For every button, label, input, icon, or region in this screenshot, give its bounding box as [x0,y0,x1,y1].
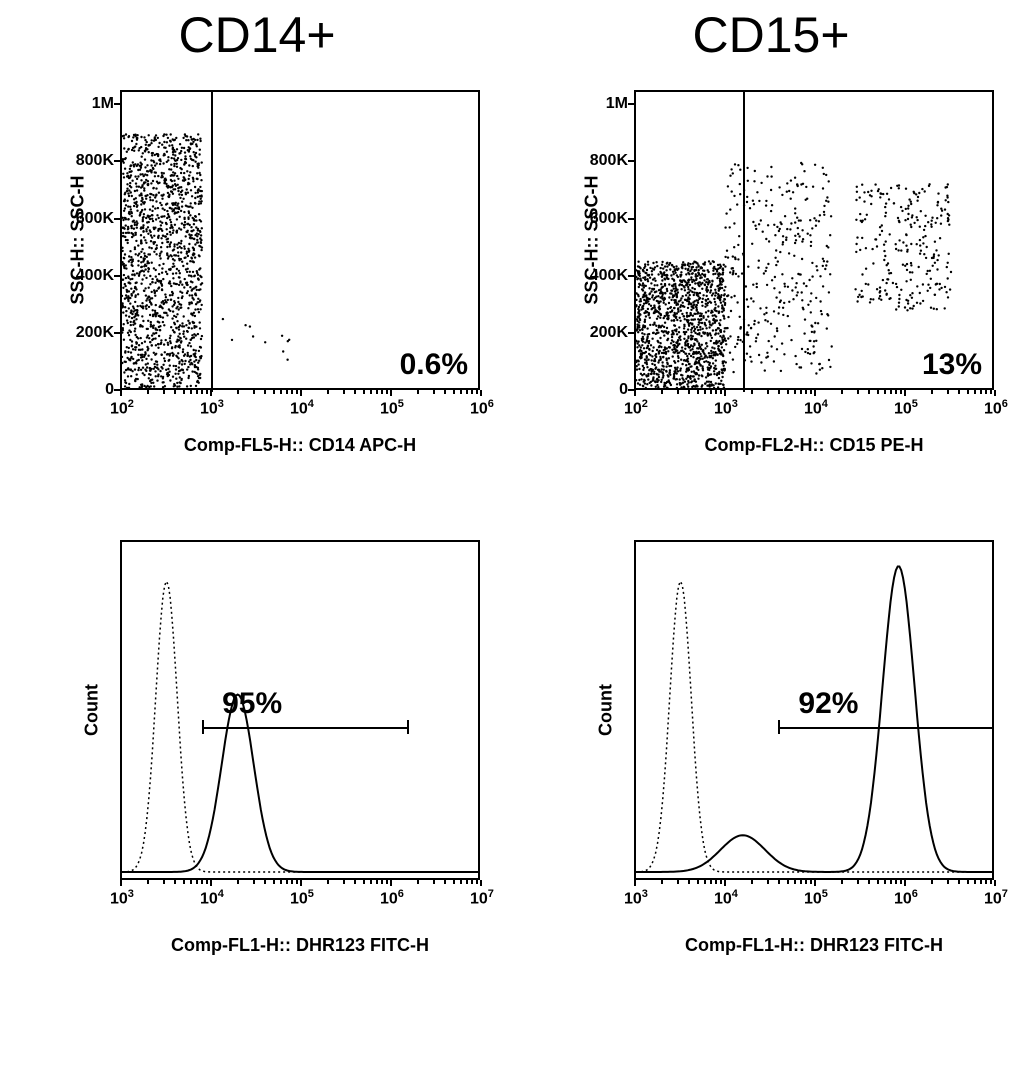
scatter-plot-cd14: 0.6% [120,90,480,390]
marker-cap-right [992,720,994,734]
scatter-panel-cd14: SSC-H:: SSC-H 0.6% 0 200K 400K 600K 800K 1M 1… [60,90,490,460]
xtick-label: 106 [380,888,404,908]
xlabel-dhr-cd14: Comp-FL1-H:: DHR123 FITC-H [120,935,480,956]
xtick-label: 104 [200,888,224,908]
xtick-label: 104 [714,888,738,908]
ytick-label: 400K [590,267,628,285]
marker-percent-cd14: 95% [222,687,282,721]
xtick-label: 107 [470,888,494,908]
marker-percent-cd15: 92% [798,687,858,721]
gate-percent-cd14: 0.6% [400,348,468,382]
xtick-label: 105 [894,398,918,418]
ytick-label: 400K [76,267,114,285]
scatter-plot-cd15: 13% [634,90,994,390]
gate-line-cd14 [211,92,213,392]
marker-cap-right [407,720,409,734]
scatter-panel-cd15: SSC-H:: SSC-H 13% 0 200K 400K 600K 800K 1M 10… [574,90,1004,460]
xlabel-cd14apc: Comp-FL5-H:: CD14 APC-H [120,435,480,456]
xtick-label: 105 [380,398,404,418]
xlabel-dhr-cd15: Comp-FL1-H:: DHR123 FITC-H [634,935,994,956]
ytick-label: 200K [76,324,114,342]
xtick-label: 102 [110,398,134,418]
xtick-label: 103 [624,888,648,908]
xtick-label: 103 [714,398,738,418]
marker-cap-left [202,720,204,734]
marker-bar [778,727,992,729]
column-title-cd15: CD15+ [514,6,1028,64]
column-title-cd14: CD14+ [0,6,514,64]
histogram-panel-cd14: Count 95% 103104105106107 Comp-FL1-H:: D… [60,540,490,970]
ylabel-ssc-cd15: SSC-H:: SSC-H [582,176,603,305]
ytick-label: 0 [105,381,114,399]
ytick-label: 1M [606,95,628,113]
xtick-label: 106 [470,398,494,418]
xtick-label: 102 [624,398,648,418]
column-cd15: CD15+ SSC-H:: SSC-H 13% 0200K400K600K800… [514,0,1028,64]
marker-bar [202,727,407,729]
xtick-label: 105 [290,888,314,908]
ytick-label: 0 [619,381,628,399]
xtick-label: 106 [984,398,1008,418]
scatter-dots-cd14 [122,92,478,388]
xtick-label: 103 [110,888,134,908]
xtick-label: 103 [200,398,224,418]
column-cd14: CD14+ SSC-H:: SSC-H 0.6% 0200K400K600K80… [0,0,514,64]
ytick-label: 600K [76,210,114,228]
xtick-label: 104 [804,398,828,418]
ytick-label: 800K [590,152,628,170]
gate-percent-cd15: 13% [922,348,982,382]
ytick-label: 600K [590,210,628,228]
xtick-label: 106 [894,888,918,908]
xtick-label: 104 [290,398,314,418]
ylabel-count-cd15: Count [596,684,617,736]
xlabel-cd15pe: Comp-FL2-H:: CD15 PE-H [634,435,994,456]
ytick-label: 1M [92,95,114,113]
xtick-label: 107 [984,888,1008,908]
ytick-label: 800K [76,152,114,170]
gate-line-cd15 [743,92,745,392]
xtick-label: 105 [804,888,828,908]
histogram-panel-cd15: Count 92% 103104105106107 Comp-FL1-H:: D… [574,540,1004,970]
ylabel-count-cd14: Count [82,684,103,736]
ylabel-ssc-cd14: SSC-H:: SSC-H [68,176,89,305]
ytick-label: 200K [590,324,628,342]
histogram-plot-cd14: 95% [120,540,480,880]
histogram-plot-cd15: 92% [634,540,994,880]
histogram-curves-cd14 [122,542,478,878]
scatter-dots-cd15 [636,92,992,388]
marker-cap-left [778,720,780,734]
flow-cytometry-figure: CD14+ SSC-H:: SSC-H 0.6% 0 200K 400K 600K 80… [0,0,1028,1078]
